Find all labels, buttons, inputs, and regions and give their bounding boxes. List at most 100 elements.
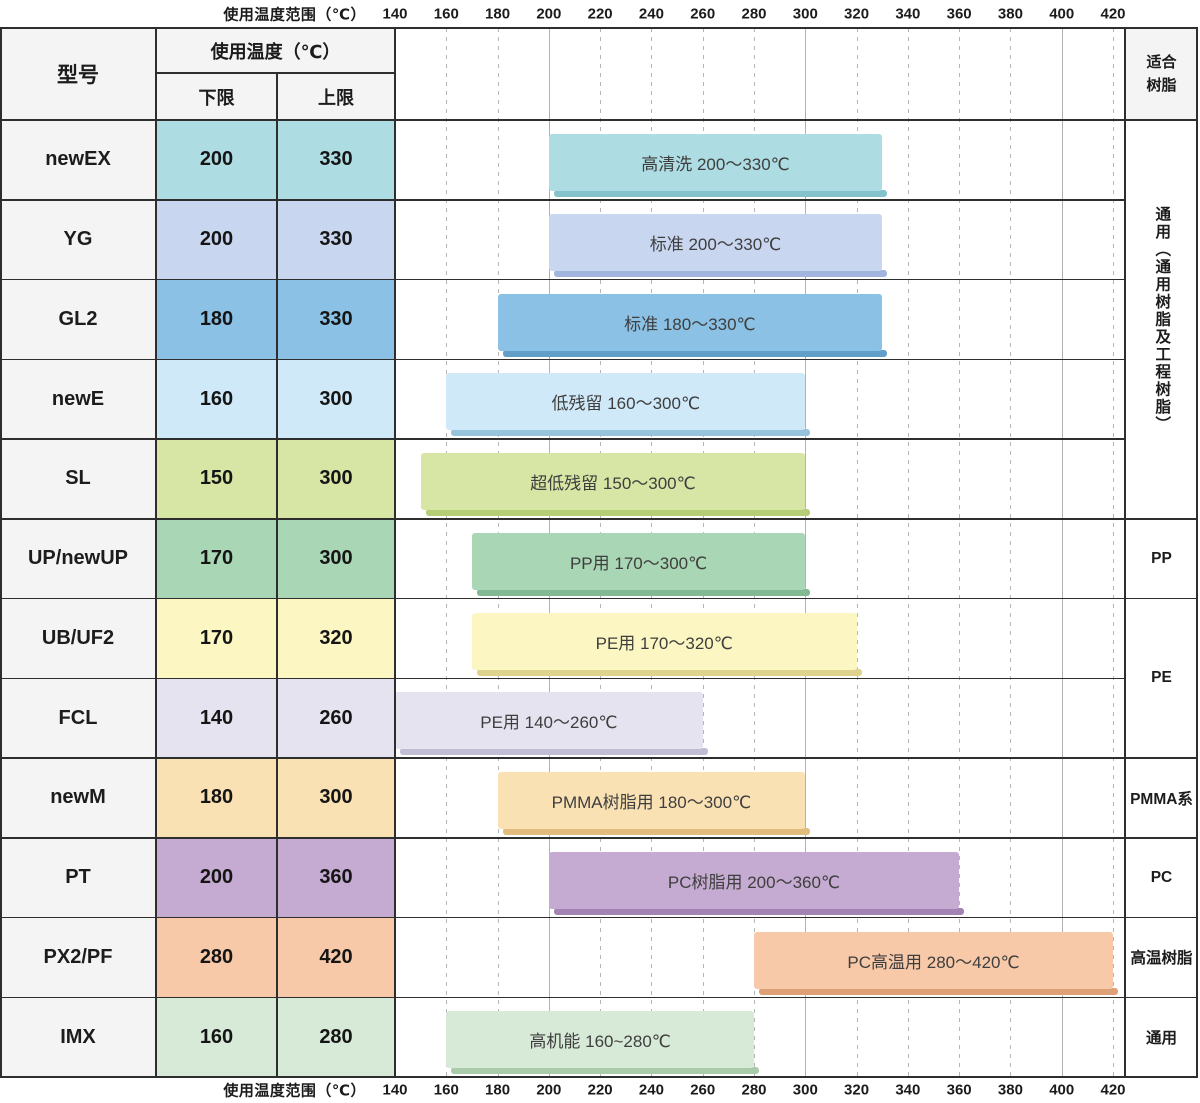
model-cell: PX2/PF: [0, 917, 156, 998]
h-border: [1125, 837, 1198, 839]
h-border: [0, 358, 1125, 360]
range-bar: PE用 170〜320℃: [471, 612, 857, 670]
h-border: [0, 438, 1125, 440]
upper-limit-cell: 300: [277, 518, 395, 599]
top-axis-tick: 160: [433, 5, 459, 23]
range-bar: PP用 170〜300℃: [471, 532, 806, 590]
resin-group-cell: PMMA系: [1130, 790, 1193, 808]
range-bar: 超低残留 150〜300℃: [420, 453, 806, 510]
range-bar-label: 低残留 160〜300℃: [551, 394, 701, 414]
dashed-gridline: [907, 28, 909, 1077]
bottom-axis-tick: 380: [997, 1081, 1023, 1099]
range-bar-shadow: [502, 349, 888, 357]
upper-limit-cell: 330: [277, 199, 395, 280]
bottom-axis-tick: 340: [895, 1081, 921, 1099]
lower-limit-cell: 200: [156, 837, 277, 918]
h-border: [0, 837, 1125, 839]
lower-limit-cell: 280: [156, 917, 277, 998]
range-bar: 高机能 160~280℃: [446, 1011, 754, 1069]
bottom-axis: 使用温度范围（℃） 140 160 180 200 220 240 260 280 300 320…: [0, 1077, 1200, 1103]
usage-temp-header: 使用温度（℃）: [156, 28, 395, 73]
bottom-axis-tick: 300: [792, 1081, 818, 1099]
solid-gridline: [1061, 28, 1063, 1077]
lower-limit-cell: 180: [156, 758, 277, 838]
range-bar: PE用 140〜260℃: [395, 692, 703, 750]
upper-limit-cell: 260: [277, 678, 395, 758]
top-axis-tick: 400: [1049, 5, 1075, 23]
upper-limit-cell: 360: [277, 837, 395, 918]
bottom-axis-tick: 200: [536, 1081, 562, 1099]
model-cell: UB/UF2: [0, 598, 156, 679]
h-border: [1125, 996, 1198, 998]
h-border: [1125, 757, 1198, 759]
range-bar-label: PC高温用 280〜420℃: [847, 952, 1020, 972]
range-bar-shadow: [502, 828, 811, 835]
top-axis-tick: 380: [997, 5, 1023, 23]
top-axis-title: 使用温度范围（℃）: [223, 6, 366, 24]
h-border: [0, 518, 1125, 520]
upper-limit-cell: 320: [277, 598, 395, 679]
range-bar-label: PE用 170〜320℃: [595, 633, 733, 653]
suitable-resin-header-line2: 树脂: [1146, 77, 1177, 94]
top-axis-tick: 180: [485, 5, 511, 23]
range-bar: 标准 200〜330℃: [548, 213, 883, 271]
upper-limit-cell: 420: [277, 917, 395, 998]
model-cell: UP/newUP: [0, 518, 156, 599]
range-bar-shadow: [451, 429, 811, 437]
range-bar: PC高温用 280〜420℃: [754, 931, 1113, 989]
resin-group-cell: 高温树脂: [1130, 950, 1193, 968]
top-axis-tick: 360: [946, 5, 972, 23]
upper-limit-cell: 280: [277, 997, 395, 1077]
top-axis-tick: 240: [638, 5, 664, 23]
lower-limit-cell: 160: [156, 997, 277, 1077]
h-border: [1125, 518, 1198, 520]
upper-limit-cell: 300: [277, 439, 395, 519]
resin-group-cell: PC: [1150, 868, 1173, 886]
h-border: [0, 757, 1125, 759]
bottom-axis-title: 使用温度范围（℃）: [223, 1082, 366, 1100]
lower-limit-cell: 170: [156, 518, 277, 599]
range-bar-label: PC树脂用 200〜360℃: [667, 872, 841, 892]
h-border: [0, 677, 1125, 679]
lower-limit-cell: 180: [156, 279, 277, 360]
model-cell: PT: [0, 837, 156, 918]
model-cell: newM: [0, 758, 156, 838]
bottom-axis-tick: 420: [1100, 1081, 1126, 1099]
lower-limit-header: 下限: [156, 73, 277, 120]
bottom-axis-tick: 240: [638, 1081, 664, 1099]
range-bar-label: 高机能 160~280℃: [529, 1032, 671, 1052]
h-border: [0, 996, 1125, 998]
h-border: [0, 119, 1198, 121]
dashed-gridline: [1113, 28, 1114, 1077]
resin-group-cell: 通用: [1145, 1030, 1177, 1048]
range-bar-shadow: [553, 907, 965, 915]
bottom-axis-tick: 160: [433, 1081, 459, 1099]
range-bar: 高清洗 200〜330℃: [548, 134, 883, 191]
upper-limit-cell: 300: [277, 758, 395, 838]
v-border: [1124, 28, 1126, 1077]
model-cell: newE: [0, 359, 156, 439]
h-border: [1125, 597, 1198, 600]
bottom-axis-tick: 320: [844, 1081, 870, 1099]
upper-limit-cell: 330: [277, 120, 395, 200]
lower-limit-cell: 200: [156, 199, 277, 280]
h-border: [0, 27, 1198, 29]
v-border: [1196, 28, 1198, 1077]
range-bar-shadow: [451, 1067, 759, 1075]
v-border: [0, 28, 2, 1077]
range-bar-label: 高清洗 200〜330℃: [641, 155, 790, 174]
resin-group-cell: 通用（通用树脂及工程树脂）: [1153, 205, 1171, 434]
resin-group-cell: PP: [1151, 549, 1172, 567]
top-axis-tick: 140: [382, 5, 408, 23]
suitable-resin-header-line1: 适合: [1146, 53, 1177, 71]
upper-limit-header: 上限: [277, 73, 395, 120]
top-axis-tick: 220: [587, 5, 613, 23]
range-bar-shadow: [425, 509, 811, 516]
range-bar-label: PMMA树脂用 180〜300℃: [551, 793, 752, 812]
h-border: [0, 1076, 1198, 1078]
h-border: [156, 72, 395, 74]
top-axis-tick: 340: [895, 5, 921, 23]
dashed-gridline: [856, 28, 858, 1077]
